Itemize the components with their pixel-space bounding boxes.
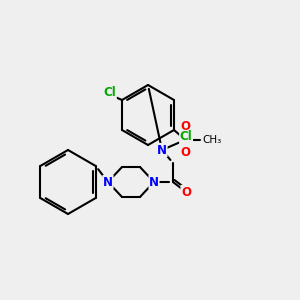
Text: CH₃: CH₃	[202, 135, 221, 145]
Text: O: O	[180, 146, 190, 160]
Text: S: S	[180, 134, 190, 146]
Text: O: O	[180, 121, 190, 134]
Text: Cl: Cl	[180, 130, 193, 143]
Text: Cl: Cl	[103, 86, 116, 100]
Text: N: N	[149, 176, 159, 188]
Text: N: N	[157, 143, 167, 157]
Text: O: O	[181, 185, 191, 199]
Text: N: N	[103, 176, 113, 188]
